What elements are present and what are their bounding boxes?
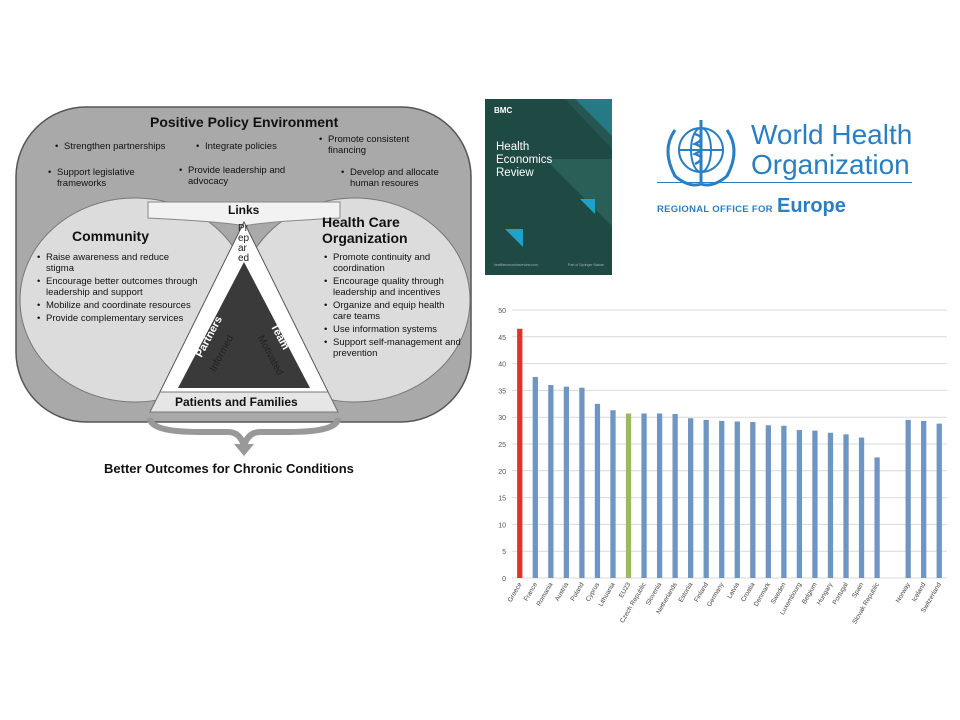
hco-item: Encourage quality through leadership and… — [324, 276, 461, 298]
x-tick-label: Norway — [895, 581, 912, 604]
policy-title: Positive Policy Environment — [150, 114, 339, 130]
journal-cover: BMC Health Economics Review healtheconom… — [485, 99, 612, 275]
bar — [750, 422, 756, 578]
bar — [625, 413, 632, 578]
hco-item: Support self-management and prevention — [324, 337, 461, 359]
community-item: Mobilize and coordinate resources — [37, 300, 198, 311]
community-item: Provide complementary services — [37, 313, 198, 324]
bar — [548, 385, 554, 578]
links-title: Links — [228, 203, 260, 217]
bar — [579, 387, 585, 578]
x-tick-label: Austria — [554, 581, 570, 602]
policy-item: Support legislative frameworks — [48, 167, 167, 189]
cover-brand: BMC — [494, 106, 513, 115]
patients-families-label: Patients and Families — [175, 395, 298, 409]
cover-triangle-icon — [505, 229, 523, 247]
cover-triangle-icon — [580, 199, 595, 214]
y-tick-label: 35 — [498, 388, 506, 395]
y-tick-label: 25 — [498, 442, 506, 449]
bar — [905, 419, 911, 578]
prepared-label: Prepared — [238, 223, 250, 264]
bar — [594, 403, 601, 578]
bar — [843, 434, 849, 578]
bar — [796, 430, 803, 578]
bar — [765, 425, 771, 578]
cover-footer-left: healtheconomicsreview.com — [494, 263, 538, 267]
x-tick-label: France — [523, 581, 539, 602]
x-tick-label: Iceland — [911, 581, 928, 603]
cover-footer-right: Part of Springer Nature — [568, 263, 604, 267]
who-logo: World Health Organization REGIONAL OFFIC… — [655, 112, 925, 222]
who-sub-prefix: REGIONAL OFFICE FOR — [657, 204, 773, 215]
policy-item: Integrate policies — [196, 141, 315, 152]
y-tick-label: 5 — [502, 549, 506, 556]
who-line1: World Health — [751, 119, 913, 150]
bar — [781, 425, 787, 578]
bar — [517, 328, 523, 578]
bar — [921, 420, 927, 578]
who-line2: Organization — [751, 149, 910, 180]
chronic-care-model-diagram: Positive Policy Environment Strengthen p… — [0, 0, 480, 500]
policy-item: Strengthen partnerships — [55, 141, 194, 152]
community-item: Raise awareness and reduce stigma — [37, 252, 198, 274]
y-tick-label: 40 — [498, 362, 506, 369]
hco-item: Organize and equip health care teams — [324, 300, 461, 322]
y-tick-label: 45 — [498, 335, 506, 342]
x-tick-label: EU23 — [618, 581, 632, 599]
bar — [532, 377, 538, 578]
bar — [936, 423, 942, 578]
y-tick-label: 30 — [498, 415, 506, 422]
patients-band — [149, 391, 339, 413]
y-tick-label: 50 — [498, 308, 506, 315]
down-arrow-icon — [234, 444, 254, 456]
y-tick-label: 20 — [498, 469, 506, 476]
policy-item: Develop and allocate human resoures — [341, 167, 450, 189]
activated-patient-triangle — [178, 262, 310, 388]
bar — [672, 413, 678, 578]
y-tick-label: 15 — [498, 496, 506, 503]
policy-item: Provide leadership and advocacy — [179, 165, 303, 187]
who-divider — [657, 182, 912, 183]
cover-title: Health Economics Review — [496, 141, 553, 179]
hco-item: Use information systems — [324, 324, 461, 335]
y-tick-label: 10 — [498, 522, 506, 529]
bar — [656, 413, 663, 578]
who-emblem-icon — [666, 120, 736, 187]
x-tick-label: Poland — [569, 581, 585, 602]
x-tick-label: Latvia — [726, 581, 741, 600]
x-tick-label: Croatia — [740, 581, 757, 603]
bar — [874, 457, 880, 578]
bar — [641, 413, 647, 578]
bar — [812, 430, 818, 578]
outcome-label: Better Outcomes for Chronic Conditions — [104, 461, 354, 476]
hco-item: Promote continuity and coordination — [324, 252, 461, 274]
bar — [719, 420, 725, 578]
bar-chart: 0 5 10 15 20 25 30 35 40 45 50 Greece France Romania A… — [482, 300, 952, 630]
bar — [610, 410, 616, 578]
bar — [858, 437, 865, 578]
hco-title: Health Care Organization — [322, 214, 408, 246]
x-tick-label: Cyprus — [585, 581, 602, 603]
cover-graphics — [505, 99, 612, 247]
x-tick-label: Spain — [851, 581, 866, 599]
x-tick-label: Portugal — [832, 581, 850, 606]
who-sub-region: Europe — [777, 195, 846, 217]
bar — [827, 432, 834, 578]
bar — [563, 386, 570, 578]
cover-triangle-icon — [545, 159, 612, 226]
bar — [703, 419, 709, 578]
policy-item: Promote consistent financing — [319, 134, 438, 156]
cover-triangle-icon — [565, 99, 612, 149]
bar — [734, 421, 740, 578]
community-item: Encourage better outcomes through leader… — [37, 276, 198, 298]
community-title: Community — [72, 228, 149, 244]
y-tick-label: 0 — [502, 576, 506, 583]
bar — [688, 418, 694, 578]
x-tick-label: Greece — [507, 581, 524, 603]
